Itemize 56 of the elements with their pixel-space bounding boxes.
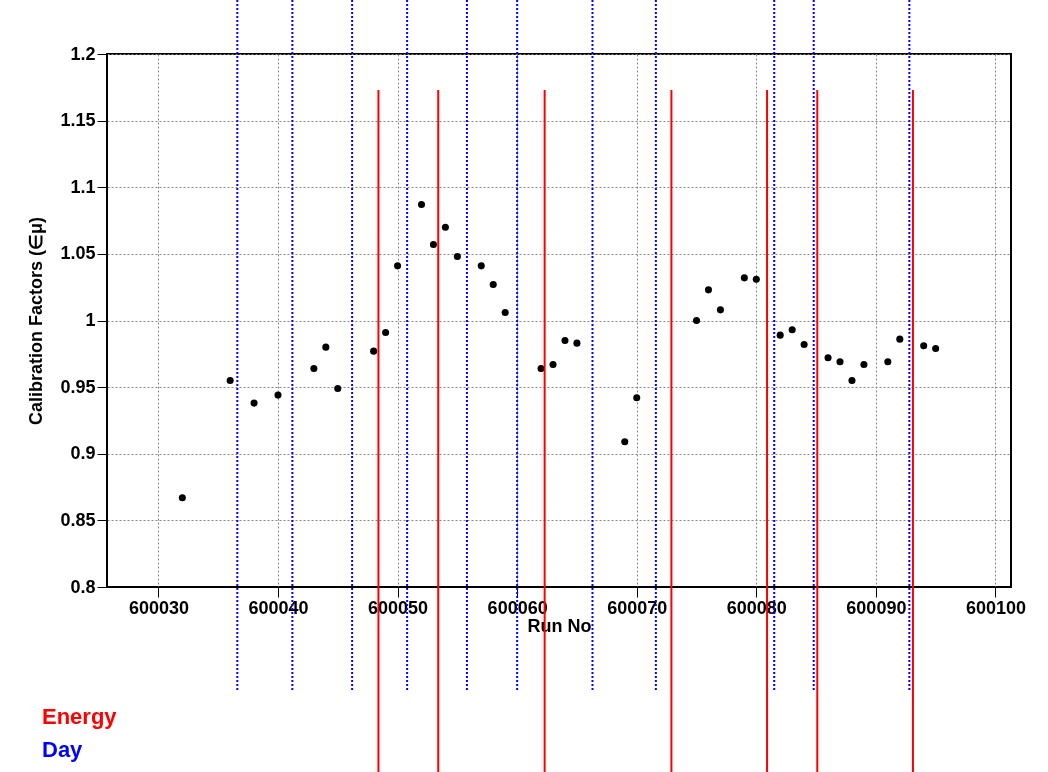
y-tick-label: 0.9 [70, 443, 96, 464]
y-tick-label: 0.95 [60, 376, 96, 397]
point [417, 201, 426, 209]
point [752, 275, 760, 283]
point [322, 343, 330, 351]
y-tick-label: 1.2 [70, 43, 96, 64]
point [561, 336, 569, 345]
point [453, 253, 461, 261]
point [382, 328, 390, 337]
point [692, 316, 701, 325]
x-tick-label: 600090 [846, 597, 907, 618]
point [932, 344, 940, 353]
point [226, 376, 234, 384]
ref-line-label: Energy [42, 704, 118, 729]
point [776, 331, 784, 339]
point [884, 358, 892, 366]
y-tick-label: 1.1 [70, 176, 96, 197]
y-axis-title: Calibration Factors (∈μ) [26, 216, 47, 426]
point [573, 339, 581, 347]
point [489, 280, 497, 289]
point [441, 223, 449, 231]
point [250, 399, 258, 407]
point [896, 335, 904, 343]
y-tick-label: 1.15 [60, 110, 96, 131]
point [394, 262, 402, 270]
point [501, 308, 509, 317]
x-tick-label: 600030 [128, 597, 189, 618]
point [334, 384, 342, 392]
point [800, 340, 808, 349]
point [477, 262, 485, 270]
y-tick-label: 1 [85, 310, 96, 330]
x-tick-label: 600040 [248, 597, 309, 618]
point [633, 394, 641, 402]
point [429, 241, 437, 249]
point [716, 306, 724, 314]
point [788, 326, 796, 334]
point [370, 347, 378, 355]
point [704, 286, 713, 294]
point [848, 376, 856, 384]
point [740, 274, 748, 282]
point [274, 391, 282, 399]
ref-line-label: Day [42, 737, 84, 762]
y-tick-label: 0.85 [60, 509, 96, 530]
point [549, 360, 557, 368]
point [836, 358, 844, 366]
point [920, 342, 928, 350]
point [310, 364, 318, 372]
point [178, 494, 186, 502]
point [824, 354, 832, 362]
y-tick-label: 0.8 [70, 576, 96, 597]
y-tick-label: 1.05 [60, 243, 96, 264]
x-tick-label: 600070 [607, 597, 668, 618]
point [860, 360, 868, 368]
x-tick-label: 600100 [965, 597, 1026, 618]
point [537, 364, 545, 372]
point [621, 438, 629, 446]
